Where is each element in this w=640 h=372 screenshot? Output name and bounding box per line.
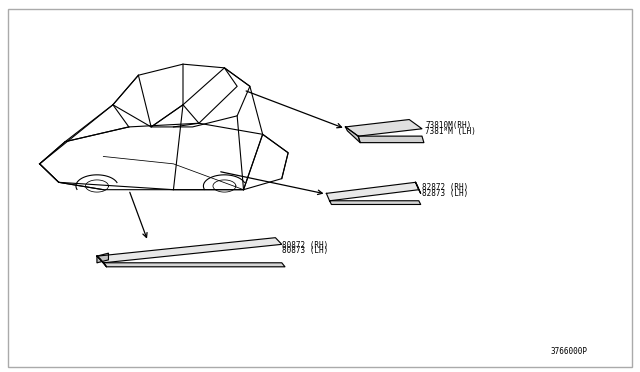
Text: 73810M(RH): 73810M(RH) (425, 121, 472, 129)
Text: 82873 (LH): 82873 (LH) (422, 189, 468, 198)
Polygon shape (97, 253, 108, 263)
Polygon shape (330, 201, 420, 205)
Polygon shape (346, 127, 360, 142)
Text: 7381ᴹM (LH): 7381ᴹM (LH) (425, 127, 476, 136)
Text: 80873 (LH): 80873 (LH) (282, 246, 328, 255)
Polygon shape (97, 256, 106, 267)
Text: 82872 (RH): 82872 (RH) (422, 183, 468, 192)
Polygon shape (415, 182, 420, 193)
Text: 80872 (RH): 80872 (RH) (282, 241, 328, 250)
Polygon shape (326, 182, 419, 201)
Text: 3766000P: 3766000P (550, 347, 588, 356)
Polygon shape (346, 119, 422, 136)
Polygon shape (97, 238, 282, 263)
Polygon shape (358, 136, 424, 142)
Polygon shape (103, 263, 285, 267)
